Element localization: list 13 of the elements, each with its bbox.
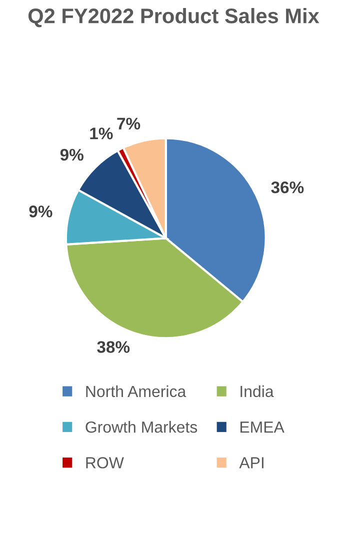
chart-title: Q2 FY2022 Product Sales Mix [28, 8, 320, 28]
data-label: 38% [97, 341, 130, 353]
legend-label: North America [86, 385, 186, 398]
legend-label: EMEA [240, 422, 284, 433]
data-label: 9% [29, 206, 52, 218]
legend-label: API [239, 457, 264, 468]
data-label: 9% [60, 148, 84, 161]
data-label: 7% [117, 118, 140, 130]
legend-label: ROW [86, 457, 124, 468]
data-label: 36% [271, 181, 304, 194]
legend-label: Growth Markets [86, 421, 198, 433]
legend-label: India [240, 385, 274, 398]
data-label: 1% [90, 128, 113, 140]
